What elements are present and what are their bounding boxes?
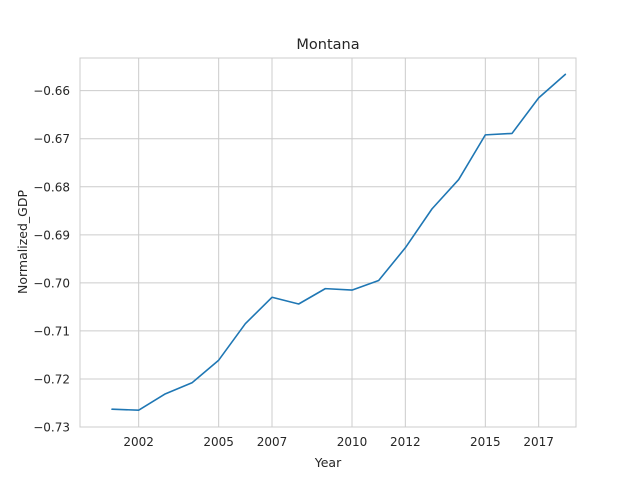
y-tick-label: −0.66 bbox=[33, 84, 70, 98]
x-axis-label: Year bbox=[314, 455, 342, 470]
grid bbox=[80, 58, 576, 428]
y-axis-label: Normalized_GDP bbox=[15, 190, 30, 294]
series-line bbox=[111, 73, 567, 411]
y-tick-label: −0.68 bbox=[33, 180, 70, 194]
y-tick-label: −0.71 bbox=[33, 324, 70, 338]
y-tick-label: −0.70 bbox=[33, 276, 70, 290]
y-tick-label: −0.72 bbox=[33, 372, 70, 386]
x-tick-label: 2007 bbox=[257, 435, 288, 449]
x-tick-label: 2015 bbox=[470, 435, 501, 449]
series-layer bbox=[111, 73, 567, 411]
chart-title: Montana bbox=[296, 37, 359, 53]
x-tick-label: 2002 bbox=[123, 435, 154, 449]
x-tick-label: 2010 bbox=[337, 435, 368, 449]
y-tick-label: −0.69 bbox=[33, 228, 70, 242]
y-axis-ticks: −0.73 −0.72 −0.71 −0.70 −0.69 −0.68 −0.67 −0.66 bbox=[33, 84, 70, 434]
x-tick-label: 2012 bbox=[390, 435, 421, 449]
x-axis-ticks: 2002 2005 2007 2010 2012 2015 2017 bbox=[123, 435, 554, 449]
plot-area bbox=[79, 57, 577, 428]
y-tick-label: −0.67 bbox=[33, 132, 70, 146]
x-tick-label: 2005 bbox=[203, 435, 234, 449]
y-tick-label: −0.73 bbox=[33, 421, 70, 435]
x-tick-label: 2017 bbox=[523, 435, 554, 449]
